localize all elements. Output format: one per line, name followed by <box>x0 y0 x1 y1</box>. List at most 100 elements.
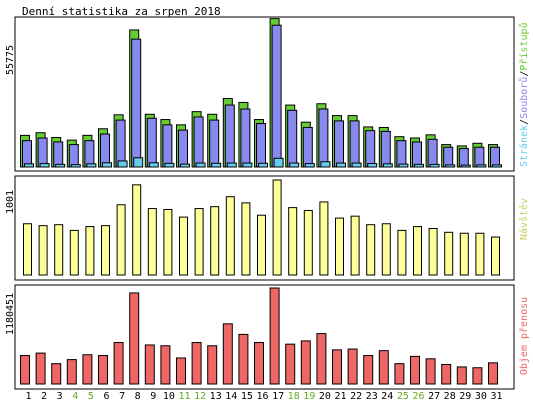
panel-hits-bars <box>20 18 502 168</box>
bar-objem-day-24 <box>378 350 389 385</box>
day-label-25: 25 <box>397 391 409 402</box>
day-label-26: 26 <box>412 391 424 402</box>
bar-navstev-day-14 <box>225 196 235 276</box>
bar-stranek-day-26 <box>414 163 424 168</box>
bar-stranek-day-11 <box>180 163 190 168</box>
bar-souboru-day-20 <box>318 108 329 168</box>
legend-hits-panel: Stránek/Souborů/Přístupů <box>518 22 530 167</box>
panel-volume-frame <box>14 284 515 390</box>
bar-stranek-day-22 <box>351 162 362 168</box>
day-label-27: 27 <box>428 391 440 402</box>
day-label-10: 10 <box>163 391 175 402</box>
day-label-28: 28 <box>444 391 456 402</box>
panel-volume-ymax-label: 1180451 <box>5 293 16 335</box>
bar-objem-day-9 <box>144 344 155 385</box>
day-label-29: 29 <box>459 391 471 402</box>
bar-navstev-day-24 <box>381 223 391 276</box>
bar-objem-day-30 <box>472 367 483 385</box>
bar-souboru-day-8 <box>131 38 142 168</box>
bar-souboru-day-29 <box>458 148 469 168</box>
legend-slash-1: / <box>519 119 530 125</box>
bar-navstev-day-25 <box>397 229 407 276</box>
bar-navstev-day-18 <box>288 207 298 276</box>
bar-souboru-day-15 <box>240 108 251 168</box>
day-label-20: 20 <box>319 391 331 402</box>
bar-stranek-day-14 <box>226 162 237 168</box>
day-label-24: 24 <box>381 391 393 402</box>
bar-objem-day-28 <box>441 363 452 385</box>
bar-souboru-day-3 <box>53 141 64 168</box>
panel-visits-bars <box>23 179 500 276</box>
bar-souboru-day-16 <box>256 123 266 168</box>
panel-hits-ymax-label: 55775 <box>5 45 16 75</box>
bar-navstev-day-12 <box>194 208 204 276</box>
bar-souboru-day-10 <box>162 124 173 168</box>
bar-objem-day-6 <box>98 355 108 385</box>
bar-souboru-day-12 <box>193 116 204 168</box>
bar-stranek-day-23 <box>367 163 378 168</box>
bar-objem-day-4 <box>66 359 77 385</box>
day-label-13: 13 <box>210 391 222 402</box>
bar-stranek-day-29 <box>460 164 471 168</box>
bar-navstev-day-28 <box>444 231 454 276</box>
bar-navstev-day-22 <box>350 215 360 276</box>
bar-stranek-day-8 <box>133 157 144 168</box>
bar-stranek-day-18 <box>289 162 300 168</box>
bar-objem-day-26 <box>410 355 420 385</box>
day-label-15: 15 <box>241 391 253 402</box>
panel-volume-bars <box>20 287 498 385</box>
bar-souboru-day-23 <box>365 130 376 168</box>
bar-stranek-day-4 <box>70 164 81 168</box>
bar-souboru-day-18 <box>287 109 298 168</box>
legend-souboru: Souborů <box>518 77 530 119</box>
bar-navstev-day-6 <box>101 225 110 276</box>
bar-souboru-day-17 <box>271 24 282 168</box>
bar-souboru-day-11 <box>178 129 188 168</box>
bar-souboru-day-21 <box>334 120 344 168</box>
bar-souboru-day-19 <box>302 126 313 168</box>
day-label-19: 19 <box>303 391 315 402</box>
panel-visits-frame <box>14 175 515 281</box>
legend-stranek: Stránek <box>518 125 530 167</box>
day-label-9: 9 <box>150 391 156 402</box>
bar-souboru-day-26 <box>412 141 422 168</box>
bar-objem-day-22 <box>347 348 358 385</box>
day-label-18: 18 <box>288 391 300 402</box>
bar-stranek-day-12 <box>195 162 206 168</box>
bar-souboru-day-31 <box>490 146 500 168</box>
bar-objem-day-15 <box>238 333 249 385</box>
bar-objem-day-23 <box>363 355 374 385</box>
panel-visits-ymax-label: 1001 <box>5 190 16 214</box>
bar-navstev-day-8 <box>132 184 142 276</box>
bar-souboru-day-22 <box>349 120 360 168</box>
day-label-11: 11 <box>178 391 190 402</box>
bar-navstev-day-2 <box>38 225 48 276</box>
bar-objem-day-13 <box>207 345 218 385</box>
day-label-17: 17 <box>272 391 284 402</box>
day-label-22: 22 <box>350 391 362 402</box>
bar-objem-day-12 <box>191 342 202 385</box>
bar-navstev-day-17 <box>272 179 282 276</box>
bar-objem-day-21 <box>332 349 342 385</box>
bar-navstev-day-16 <box>257 214 266 276</box>
bar-stranek-day-15 <box>242 162 253 168</box>
bar-objem-day-11 <box>176 357 186 385</box>
day-label-3: 3 <box>57 391 63 402</box>
bar-navstev-day-11 <box>179 216 188 276</box>
bar-souboru-day-28 <box>443 146 454 168</box>
bar-objem-day-2 <box>35 352 46 385</box>
legend-objem-prenosu: Objem přenosu <box>518 297 530 375</box>
bar-navstev-day-20 <box>319 201 329 276</box>
bar-objem-day-19 <box>300 340 311 385</box>
bar-stranek-day-10 <box>164 162 175 168</box>
bar-souboru-day-30 <box>474 146 485 168</box>
day-labels: 1 2 3 4 5 6 7 8 9 10 11 12 13 14 15 16 17 18 19 20 21 22 23 24 2… <box>25 391 502 402</box>
bar-stranek-day-7 <box>117 160 128 168</box>
bar-objem-day-25 <box>394 363 405 385</box>
bar-stranek-day-27 <box>429 163 440 168</box>
bar-objem-day-5 <box>82 354 93 385</box>
bar-navstev-day-5 <box>85 226 95 276</box>
bar-souboru-day-5 <box>84 140 95 168</box>
